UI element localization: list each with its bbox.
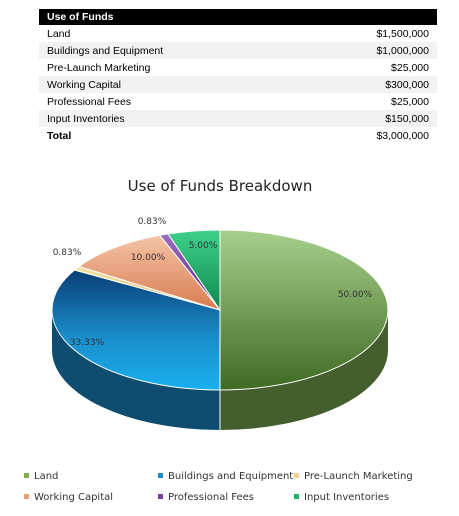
row-label: Working Capital (39, 76, 302, 93)
legend-label: Working Capital (34, 492, 113, 503)
use-of-funds-pie-chart: Use of Funds Breakdown 50.00% 33.33% 0.83%… (24, 177, 413, 503)
pie-slice-buildings-and-equipment (51, 269, 221, 391)
table-row: Buildings and Equipment $1,000,000 (39, 42, 437, 59)
legend-swatch (24, 494, 29, 499)
table-header-row: Use of Funds (39, 9, 437, 25)
legend-swatch (158, 494, 163, 499)
row-label: Professional Fees (47, 95, 132, 108)
row-label: Input Inventories (39, 110, 302, 127)
table-row: Input Inventories $150,000 (39, 110, 437, 127)
table-total-row: Total $3,000,000 (39, 127, 437, 144)
table-row: Professional Fees $25,000 (39, 93, 437, 110)
pie-group (51, 229, 389, 430)
legend: Land Buildings and Equipment Pre-Launch Ma… (24, 471, 413, 503)
pie-slice-side-1 (52, 310, 220, 430)
legend-label: Land (34, 471, 58, 482)
chart-title: Use of Funds Breakdown (128, 177, 313, 195)
legend-label: Professional Fees (168, 492, 254, 503)
pie-slice-working-capital (78, 234, 222, 311)
row-amount: $300,000 (301, 76, 437, 93)
legend-swatch (24, 473, 29, 478)
legend-label: Buildings and Equipment (168, 471, 293, 482)
use-of-funds-table: Use of Funds Land $1,500,000 Buildings and… (39, 9, 437, 144)
row-amount: $1,000,000 (301, 42, 437, 59)
row-label: Pre-Launch Marketing (47, 61, 151, 74)
row-label: Land (47, 27, 71, 40)
table-row: Land $1,500,000 (39, 25, 437, 42)
table-row: Pre-Launch Marketing $25,000 (39, 59, 437, 76)
legend-swatch (294, 473, 299, 478)
table-body: Land $1,500,000 Buildings and Equipment $1,… (39, 25, 437, 144)
row-amount: $25,000 (391, 61, 429, 74)
pie-slice-land (219, 229, 389, 391)
row-amount: $1,500,000 (376, 27, 429, 40)
row-amount: $3,000,000 (376, 129, 429, 142)
row-amount: $150,000 (301, 110, 437, 127)
data-label: 5.00% (189, 241, 218, 251)
table-header: Use of Funds (39, 9, 437, 25)
data-label: 0.83% (138, 217, 167, 227)
legend-label: Pre-Launch Marketing (304, 471, 413, 482)
row-label: Buildings and Equipment (39, 42, 302, 59)
pie-slice-input-inventories (167, 229, 221, 312)
legend-swatch (158, 473, 163, 478)
data-label: 10.00% (131, 253, 166, 263)
legend-label: Input Inventories (304, 492, 389, 503)
pie-slice-side-0 (219, 310, 388, 430)
table-row: Working Capital $300,000 (39, 76, 437, 93)
row-label: Total (47, 129, 72, 142)
data-label: 0.83% (53, 248, 82, 258)
row-amount: $25,000 (391, 95, 429, 108)
legend-swatch (294, 494, 299, 499)
data-label: 50.00% (338, 290, 373, 300)
data-label: 33.33% (70, 338, 105, 348)
data-labels: 50.00% 33.33% 0.83% 10.00% 0.83% 5.00% (53, 217, 373, 348)
